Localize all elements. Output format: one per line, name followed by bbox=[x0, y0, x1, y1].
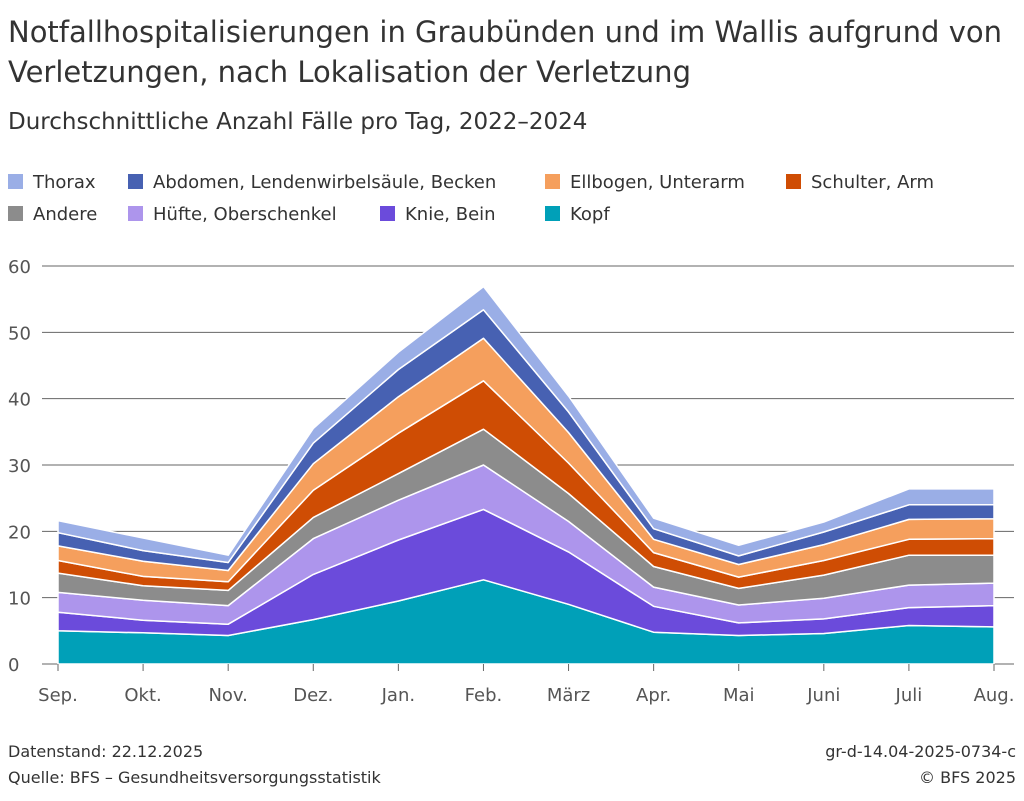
legend-label: Schulter, Arm bbox=[811, 172, 935, 193]
chart-code: gr-d-14.04-2025-0734-c bbox=[825, 742, 1016, 761]
legend-item-schulter[interactable]: Schulter, Arm bbox=[786, 168, 934, 198]
legend-item-andere[interactable]: Andere bbox=[8, 200, 97, 230]
x-tick-label: Dez. bbox=[293, 685, 333, 706]
x-tick-label: Feb. bbox=[465, 685, 503, 706]
legend-swatch-ellbogen bbox=[545, 174, 560, 189]
copyright: © BFS 2025 bbox=[919, 768, 1016, 787]
legend-swatch-schulter bbox=[786, 174, 801, 189]
legend-item-huefte[interactable]: Hüfte, Oberschenkel bbox=[128, 200, 337, 230]
legend-item-thorax[interactable]: Thorax bbox=[8, 168, 96, 198]
legend-item-ellbogen[interactable]: Ellbogen, Unterarm bbox=[545, 168, 745, 198]
quelle: Quelle: BFS – Gesundheitsversorgungsstat… bbox=[8, 768, 381, 787]
legend-label: Hüfte, Oberschenkel bbox=[153, 204, 337, 225]
legend-label: Thorax bbox=[33, 172, 96, 193]
x-tick-label: Aug. bbox=[974, 685, 1015, 706]
legend-label: Abdomen, Lendenwirbelsäule, Becken bbox=[153, 172, 497, 193]
legend-label: Knie, Bein bbox=[405, 204, 496, 225]
legend-swatch-andere bbox=[8, 206, 23, 221]
legend-label: Andere bbox=[33, 204, 98, 225]
y-tick-label: 30 bbox=[8, 456, 31, 477]
legend-swatch-thorax bbox=[8, 174, 23, 189]
y-tick-label: 20 bbox=[8, 522, 31, 543]
x-tick-label: Jan. bbox=[381, 685, 415, 706]
x-tick-label: Sep. bbox=[38, 685, 78, 706]
x-tick-label: Juni bbox=[806, 685, 840, 706]
legend-swatch-abdomen bbox=[128, 174, 143, 189]
footer-right: gr-d-14.04-2025-0734-c © BFS 2025 bbox=[825, 739, 1016, 791]
y-tick-label: 10 bbox=[8, 589, 31, 610]
legend-swatch-kopf bbox=[545, 206, 560, 221]
x-tick-label: März bbox=[547, 685, 590, 706]
legend-item-knie[interactable]: Knie, Bein bbox=[380, 200, 496, 230]
legend-label: Ellbogen, Unterarm bbox=[570, 172, 745, 193]
x-tick-label: Juli bbox=[895, 685, 923, 706]
y-tick-label: 40 bbox=[8, 390, 31, 411]
area-thorax bbox=[57, 285, 995, 564]
x-tick-label: Okt. bbox=[124, 685, 161, 706]
x-tick-label: Nov. bbox=[208, 685, 247, 706]
y-tick-label: 50 bbox=[8, 323, 31, 344]
footer-left: Datenstand: 22.12.2025 Quelle: BFS – Ges… bbox=[8, 739, 381, 791]
legend-swatch-huefte bbox=[128, 206, 143, 221]
stacked-area-chart: 0 10 20 30 40 50 60 Sep. Okt. Nov. Dez. Jan. Feb. Mär… bbox=[8, 257, 1015, 706]
x-tick-label: Mai bbox=[723, 685, 755, 706]
datenstand: Datenstand: 22.12.2025 bbox=[8, 742, 204, 761]
chart-title: Notfallhospitalisierungen in Graubünden … bbox=[8, 15, 1002, 89]
x-tick-label: Apr. bbox=[636, 685, 671, 706]
legend-item-abdomen[interactable]: Abdomen, Lendenwirbelsäule, Becken bbox=[128, 168, 496, 198]
legend-label: Kopf bbox=[570, 204, 610, 225]
chart-subtitle: Durchschnittliche Anzahl Fälle pro Tag, … bbox=[8, 109, 588, 135]
legend-swatch-knie bbox=[380, 206, 395, 221]
y-tick-label: 60 bbox=[8, 257, 31, 278]
legend-item-kopf[interactable]: Kopf bbox=[545, 200, 610, 230]
y-tick-label: 0 bbox=[8, 655, 19, 676]
